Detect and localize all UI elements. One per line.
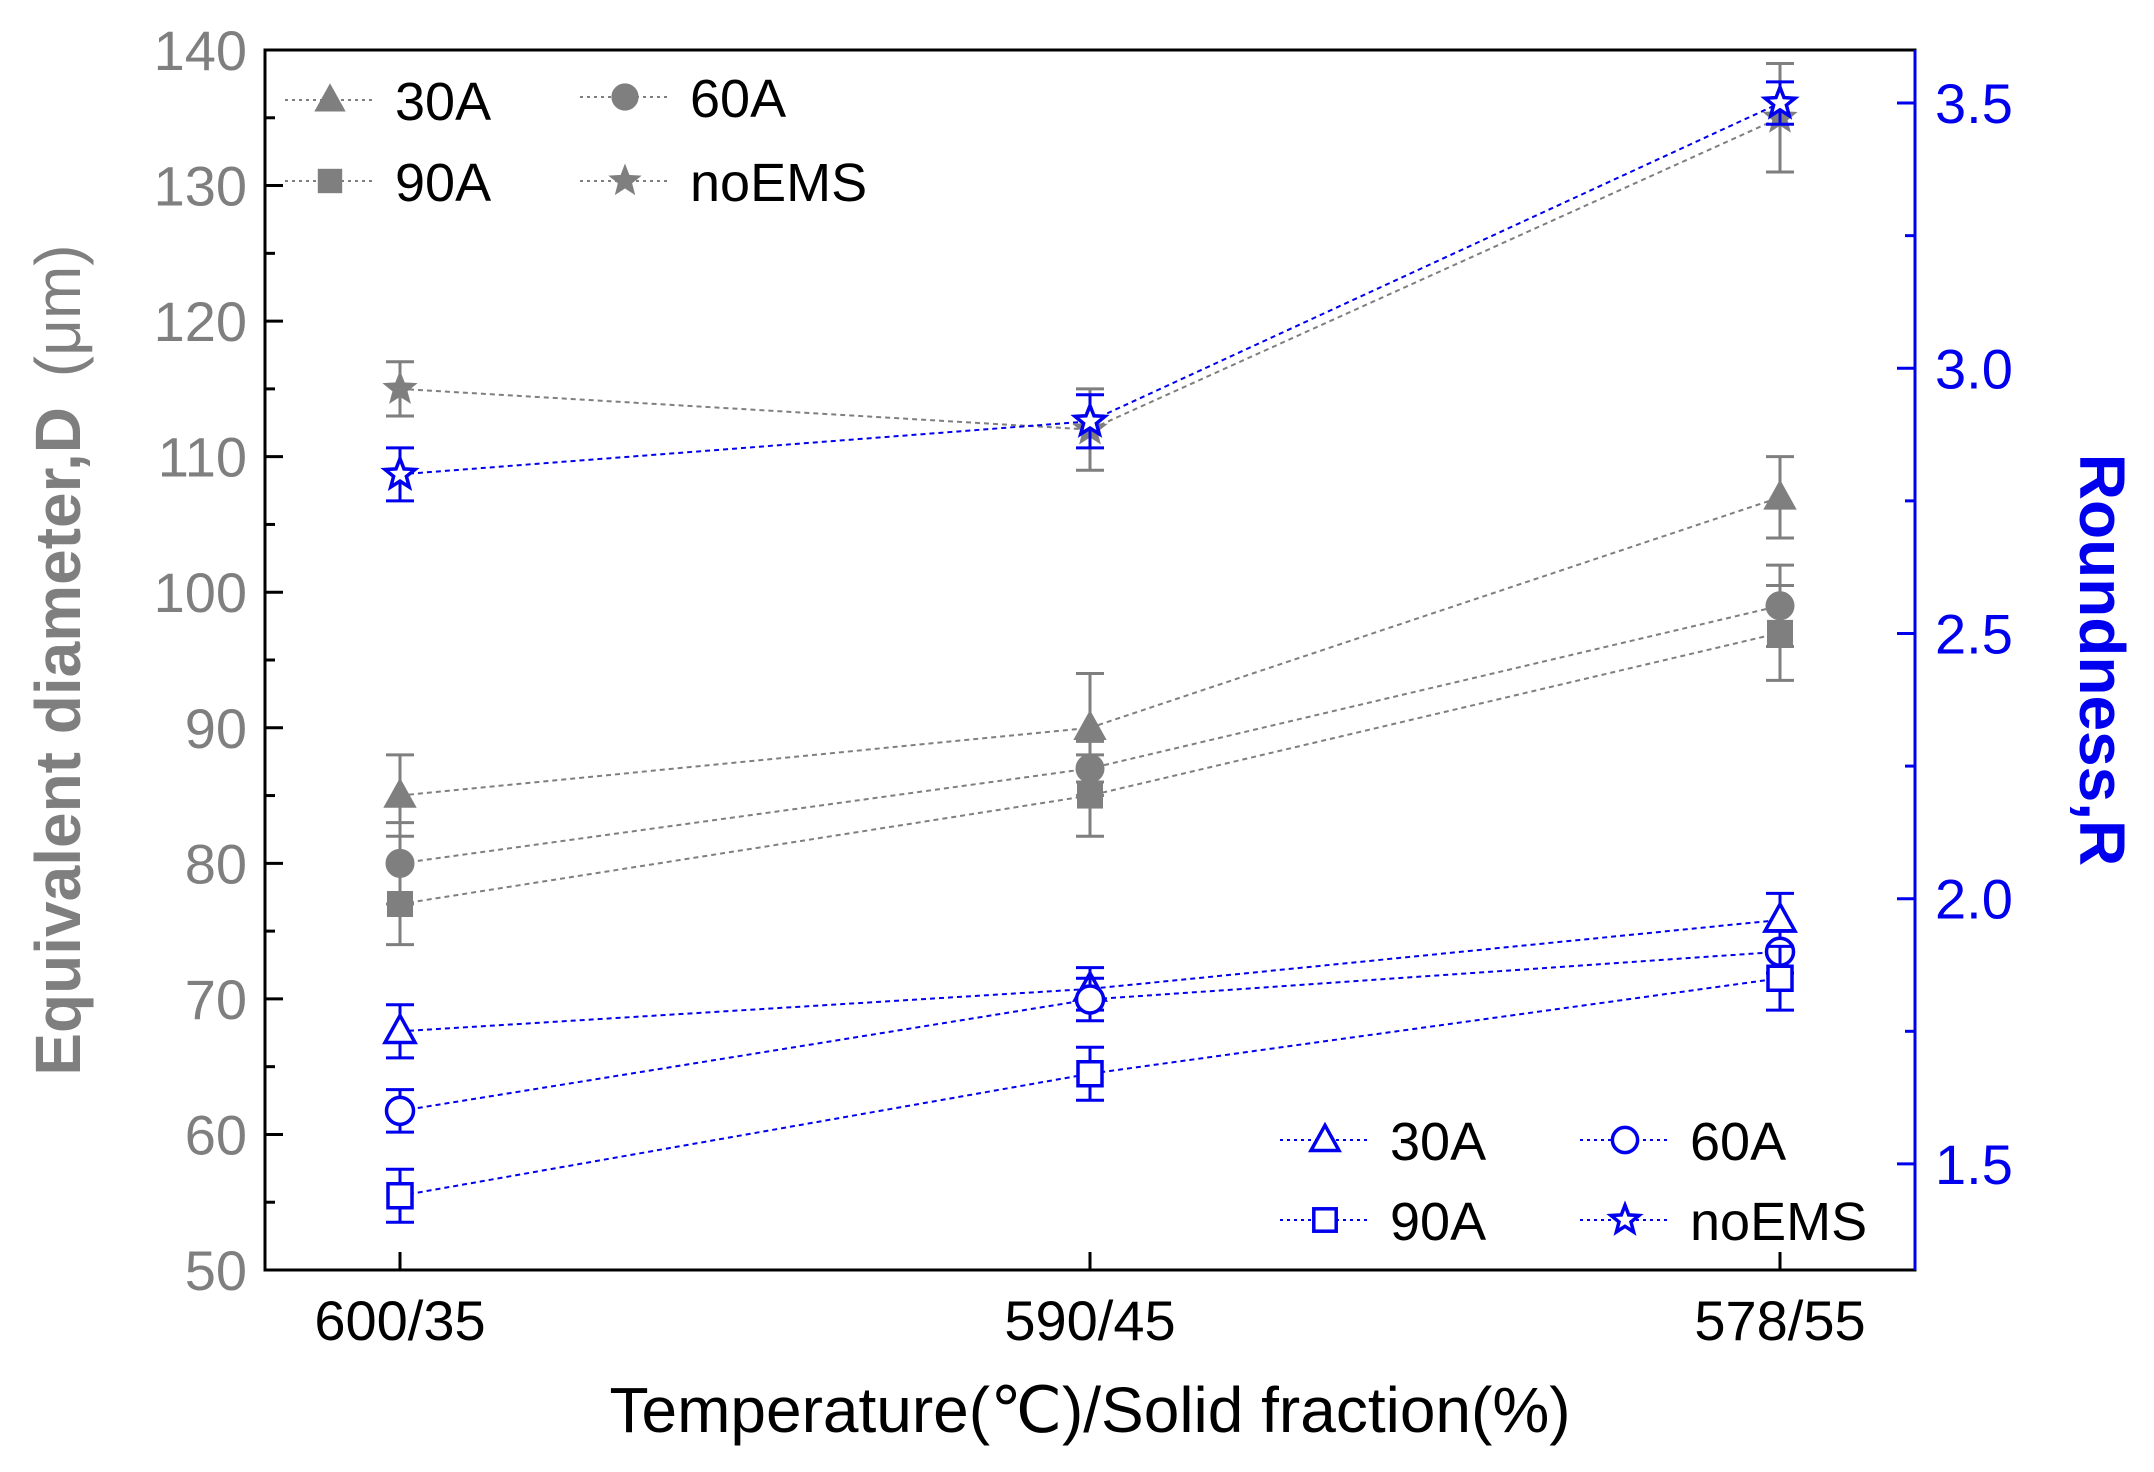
left-tick-label: 60 — [185, 1103, 247, 1166]
roundness-line-noems — [399, 102, 1781, 476]
diameter-point-30a — [1073, 709, 1107, 741]
left-tick-label: 120 — [154, 290, 247, 353]
left-axis-label: Equivalent diameter,D (μm) — [22, 244, 94, 1075]
left-tick-label: 70 — [185, 968, 247, 1031]
legend-label: 90A — [1390, 1192, 1486, 1252]
x-axis-ticks: 600/35 590/45 578/55 — [314, 1252, 1866, 1352]
roundness-series-noems — [380, 80, 1800, 503]
legend-marker — [608, 163, 642, 196]
legend-roundness-90a: 90A — [1280, 1192, 1486, 1252]
roundness-series-30a — [382, 891, 1798, 1060]
x-tick-label: 578/55 — [1694, 1289, 1865, 1352]
legend-label: noEMS — [690, 153, 867, 213]
legend-diameter-60a: 60A — [580, 69, 786, 129]
legend-label: 60A — [1690, 1112, 1786, 1172]
right-tick-label: 3.5 — [1935, 72, 2013, 135]
roundness-point-noems — [1070, 400, 1110, 438]
legend-label: 60A — [690, 69, 786, 129]
x-axis-label: Temperature(℃)/Solid fraction(%) — [609, 1374, 1570, 1446]
legend-marker — [1606, 1200, 1644, 1236]
legend-marker — [314, 83, 346, 112]
diameter-point-30a — [1763, 479, 1797, 510]
roundness-point-30a — [382, 1011, 418, 1045]
diameter-point-90a — [387, 891, 413, 917]
roundness-point-90a — [1076, 1059, 1104, 1088]
left-tick-label: 110 — [158, 426, 247, 489]
right-axis-ticks: 1.5 2.0 2.5 3.0 3.5 — [1897, 50, 2013, 1270]
legend-label: 30A — [1390, 1112, 1486, 1172]
diameter-line-noems — [399, 116, 1781, 431]
roundness-series-90a — [386, 944, 1794, 1224]
left-tick-label: 50 — [185, 1239, 247, 1302]
roundness-point-90a — [386, 1181, 414, 1210]
roundness-point-noems — [380, 453, 420, 492]
roundness-line-30a — [399, 918, 1781, 1033]
roundness-point-30a — [1762, 900, 1798, 933]
legend-layer: 30A 60A 90A noEMS 30A 60A 90A noEMS — [285, 69, 1867, 1252]
legend-marker — [317, 168, 343, 194]
left-tick-label: 130 — [154, 155, 247, 218]
left-tick-label: 80 — [185, 832, 247, 895]
x-tick-label: 590/45 — [1004, 1289, 1175, 1352]
legend-diameter-30a: 30A — [285, 72, 491, 132]
legend-marker — [1610, 1125, 1640, 1155]
legend-roundness-noems: noEMS — [1580, 1192, 1867, 1252]
roundness-point-noems — [1760, 82, 1800, 120]
right-tick-label: 1.5 — [1935, 1133, 2013, 1196]
left-axis-label-unit: (μm) — [22, 244, 94, 377]
diameter-point-30a — [383, 777, 417, 808]
diameter-point-noems — [382, 370, 418, 404]
series-layer — [380, 62, 1800, 1224]
right-tick-label: 2.5 — [1935, 602, 2013, 665]
left-tick-label: 90 — [185, 697, 247, 760]
diameter-series-30a — [383, 455, 1797, 838]
right-axis-label: Roundness,R — [2066, 454, 2138, 866]
legend-label: 30A — [395, 72, 491, 132]
roundness-series-60a — [384, 929, 1796, 1134]
legend-marker — [1312, 1207, 1338, 1233]
legend-marker — [611, 83, 639, 111]
legend-roundness-30a: 30A — [1280, 1112, 1486, 1172]
roundness-point-60a — [1074, 984, 1106, 1015]
roundness-line-90a — [399, 977, 1781, 1197]
legend-diameter-noems: noEMS — [580, 153, 867, 213]
left-axis-ticks: 50 60 70 80 90 100 110 120 130 140 — [154, 19, 283, 1302]
diameter-point-90a — [1077, 782, 1103, 809]
left-axis-label-main: Equivalent diameter,D — [22, 407, 94, 1076]
roundness-point-60a — [384, 1095, 416, 1127]
right-tick-label: 2.0 — [1935, 868, 2013, 931]
diameter-line-90a — [399, 631, 1781, 905]
diameter-series-90a — [386, 583, 1794, 947]
roundness-point-90a — [1766, 964, 1794, 993]
right-tick-label: 3.0 — [1935, 337, 2013, 400]
legend-label: noEMS — [1690, 1192, 1867, 1252]
legend-label: 90A — [395, 153, 491, 213]
left-tick-label: 140 — [154, 19, 247, 82]
diameter-point-90a — [1767, 619, 1793, 646]
left-tick-label: 100 — [154, 561, 247, 624]
x-tick-label: 600/35 — [314, 1289, 485, 1352]
legend-roundness-60a: 60A — [1580, 1112, 1786, 1172]
legend-diameter-90a: 90A — [285, 153, 491, 213]
legend-marker — [1308, 1121, 1342, 1153]
